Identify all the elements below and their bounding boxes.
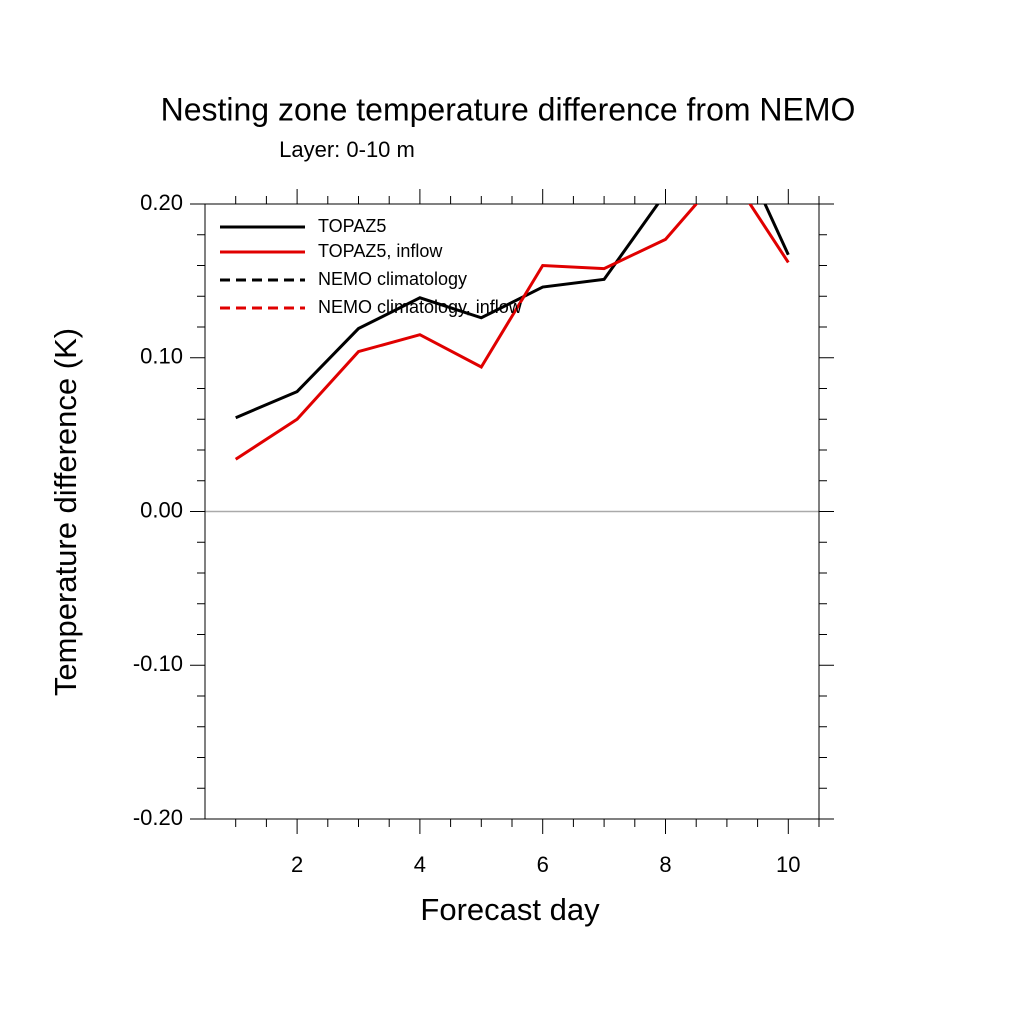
y-tick-label: 0.20 (140, 190, 183, 215)
x-axis-label: Forecast day (420, 892, 600, 927)
chart-subtitle: Layer: 0-10 m (279, 137, 415, 162)
legend-label: TOPAZ5, inflow (318, 241, 443, 261)
series-line (235, 204, 790, 420)
x-tick-label: 8 (659, 852, 671, 877)
x-tick-label: 6 (537, 852, 549, 877)
y-axis-label: Temperature difference (K) (48, 328, 83, 696)
y-tick-label: -0.10 (133, 651, 183, 676)
x-tick-label: 10 (776, 852, 800, 877)
plot-frame (204, 203, 820, 820)
legend-label: TOPAZ5 (318, 216, 386, 236)
chart-title: Nesting zone temperature difference from… (161, 91, 856, 127)
legend-label: NEMO climatology (318, 269, 467, 289)
x-tick-label: 2 (291, 852, 303, 877)
y-tick-label: -0.20 (133, 805, 183, 830)
y-tick-label: 0.10 (140, 344, 183, 369)
series-line (234, 204, 790, 461)
y-tick-label: 0.00 (140, 497, 183, 522)
legend-label: NEMO climatology, inflow (318, 297, 523, 317)
x-tick-label: 4 (414, 852, 426, 877)
